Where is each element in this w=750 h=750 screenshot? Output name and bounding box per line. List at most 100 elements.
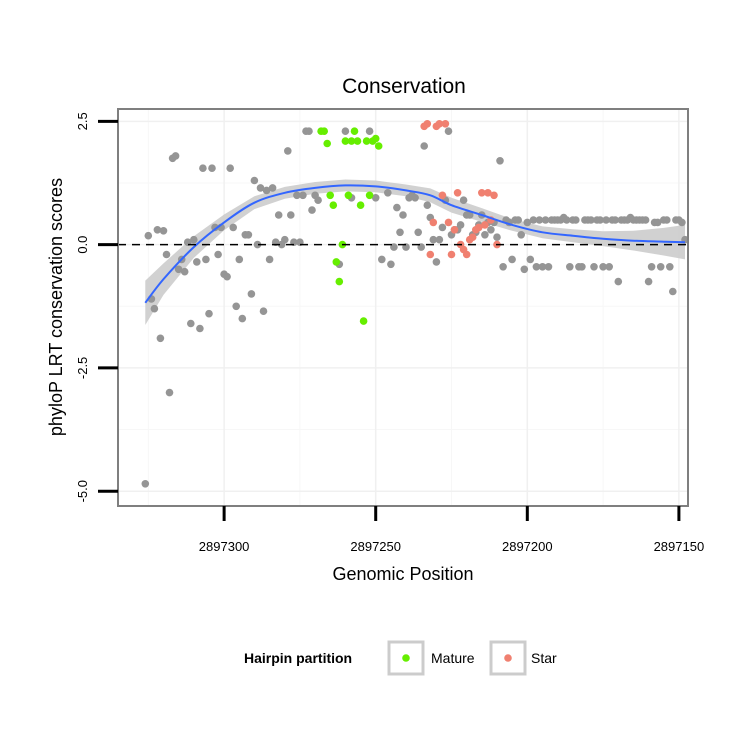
point-other	[590, 263, 598, 271]
point-other	[459, 196, 468, 204]
point-other	[165, 388, 174, 397]
point-other	[159, 227, 168, 235]
point-other	[253, 240, 262, 249]
y-axis-title: phyloP LRT conservation scores	[46, 178, 66, 436]
point-other	[444, 127, 453, 135]
point-other	[287, 211, 295, 219]
point-other	[281, 235, 289, 244]
smooth-line-layer	[144, 184, 686, 304]
point-other	[247, 290, 256, 298]
plot-border	[117, 108, 689, 507]
point-other	[268, 184, 277, 192]
point-other	[432, 258, 441, 266]
point-other	[180, 267, 189, 276]
point-other	[653, 218, 662, 227]
point-other	[365, 127, 374, 135]
point-other	[190, 235, 198, 244]
point-star	[429, 218, 438, 227]
point-other	[274, 211, 283, 219]
point-other	[387, 260, 395, 269]
point-other	[341, 127, 350, 135]
point-mature	[350, 127, 359, 135]
point-other	[656, 263, 665, 271]
point-other	[396, 228, 404, 237]
point-other	[262, 186, 271, 195]
series-star	[420, 120, 501, 259]
point-other	[144, 231, 153, 240]
point-other	[566, 263, 574, 271]
point-star	[438, 191, 447, 200]
point-star	[468, 233, 477, 241]
point-other	[211, 223, 219, 232]
point-other	[223, 272, 231, 281]
point-other	[226, 164, 234, 172]
legend-key-mature	[387, 640, 425, 676]
point-other	[256, 184, 265, 192]
y-axis: -5.0 -2.5 0.0 2.5	[75, 112, 118, 502]
point-other	[538, 263, 547, 271]
point-other	[174, 265, 183, 274]
smooth-line	[144, 184, 686, 304]
point-mature	[341, 137, 350, 145]
point-star	[484, 189, 492, 197]
point-other	[259, 307, 268, 316]
point-other	[153, 226, 162, 234]
point-other	[423, 201, 432, 209]
point-mature	[335, 277, 344, 286]
point-other	[520, 265, 529, 274]
points-layer	[141, 120, 689, 488]
point-other	[666, 263, 674, 271]
point-other	[456, 221, 465, 229]
point-other	[514, 216, 522, 224]
y-tick-label: 0.0	[75, 236, 90, 254]
point-other	[314, 196, 322, 204]
point-other	[465, 211, 474, 219]
point-mature	[359, 317, 368, 325]
point-other	[244, 231, 253, 239]
point-other	[578, 263, 586, 271]
x-axis-title: Genomic Position	[332, 564, 473, 584]
point-other	[411, 194, 419, 202]
legend-item-mature: Mature	[387, 640, 475, 676]
point-other	[517, 231, 525, 239]
point-other	[171, 152, 180, 160]
point-other	[487, 226, 495, 234]
x-tick-label: 2897250	[350, 539, 401, 554]
point-other	[305, 127, 313, 135]
point-other	[378, 255, 386, 264]
point-other	[420, 142, 429, 150]
series-other	[141, 127, 689, 488]
point-other	[393, 203, 401, 212]
x-tick-label: 2897300	[199, 539, 250, 554]
point-other	[596, 216, 604, 224]
plot-background	[118, 109, 688, 506]
point-other	[238, 314, 247, 323]
point-other	[562, 216, 571, 224]
point-star	[475, 223, 483, 232]
point-other	[611, 216, 619, 224]
point-other	[541, 216, 550, 224]
point-other	[599, 263, 607, 271]
point-other	[293, 191, 301, 200]
legend: Hairpin partition Mature Star	[244, 640, 557, 676]
point-other	[496, 157, 504, 165]
legend-label-mature: Mature	[431, 650, 475, 666]
point-other	[572, 216, 580, 224]
point-other	[156, 334, 165, 343]
point-other	[202, 255, 210, 264]
point-other	[141, 480, 150, 488]
point-star	[478, 189, 486, 197]
point-other	[526, 255, 535, 264]
legend-title: Hairpin partition	[244, 650, 352, 666]
plot-panel	[117, 108, 689, 507]
point-other	[193, 258, 201, 266]
point-other	[605, 263, 613, 271]
point-star	[435, 120, 444, 128]
point-star	[490, 191, 498, 200]
point-other	[508, 255, 516, 264]
point-other	[371, 194, 380, 202]
legend-dot-star	[504, 654, 512, 662]
point-other	[663, 216, 671, 224]
point-mature	[326, 191, 335, 200]
